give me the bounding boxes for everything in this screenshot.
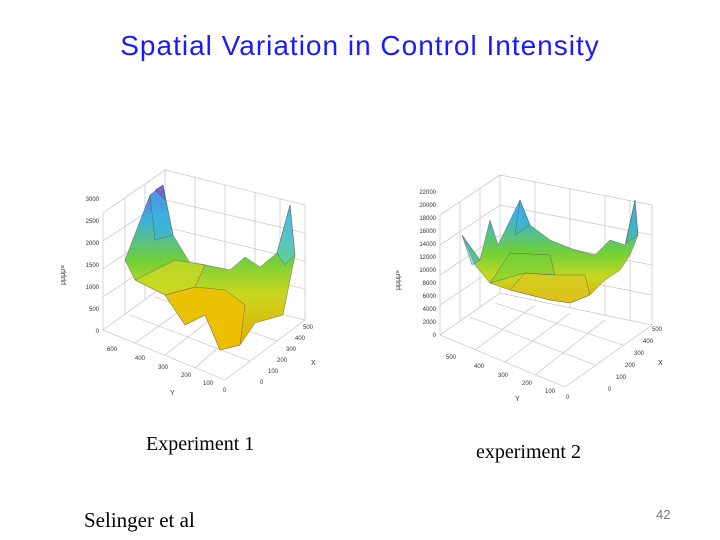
y-tick: 0 bbox=[223, 388, 227, 394]
z-tick: 1500 bbox=[86, 263, 100, 269]
author-credit: Selinger et al bbox=[84, 508, 195, 532]
x-tick: 400 bbox=[295, 336, 306, 342]
plot-2-y-label: Y bbox=[515, 396, 520, 403]
plot-1-z-ticks: 0 500 1000 1500 2000 2500 3000 bbox=[86, 197, 100, 335]
plot-2-surface bbox=[461, 199, 639, 304]
z-tick: 3000 bbox=[86, 197, 100, 203]
plot-2-y-ticks: 500 400 300 200 100 0 bbox=[446, 355, 570, 401]
surface-plot-experiment-1: 0 500 1000 1500 2000 2500 3000 μμμμ× 600… bbox=[55, 165, 325, 410]
plot-1-y-label: Y bbox=[170, 390, 175, 397]
y-tick: 0 bbox=[566, 395, 570, 401]
slide-title: Spatial Variation in Control Intensity bbox=[120, 30, 600, 61]
z-tick: 500 bbox=[89, 307, 100, 313]
plot-1-x-label: X bbox=[311, 360, 316, 367]
z-tick: 6000 bbox=[423, 294, 437, 300]
plot-1-x-ticks: 0 100 200 300 400 500 bbox=[260, 325, 314, 386]
z-tick: 12000 bbox=[419, 255, 436, 261]
z-tick: 22000 bbox=[419, 190, 436, 196]
y-tick: 200 bbox=[181, 373, 192, 379]
x-tick: 400 bbox=[643, 339, 654, 345]
x-tick: 500 bbox=[303, 325, 314, 331]
y-tick: 400 bbox=[135, 356, 146, 362]
plot-2-x-ticks: 0 100 200 300 400 500 bbox=[608, 327, 663, 393]
plot-1-z-label: μμμμ× bbox=[60, 265, 67, 285]
z-tick: 0 bbox=[433, 333, 437, 339]
x-tick: 100 bbox=[616, 375, 627, 381]
z-tick: 2500 bbox=[86, 219, 100, 225]
y-tick: 300 bbox=[498, 373, 509, 379]
page-number: 42 bbox=[656, 507, 671, 522]
y-tick: 100 bbox=[545, 389, 556, 395]
y-tick: 200 bbox=[522, 381, 533, 387]
caption-experiment-1: Experiment 1 bbox=[146, 433, 255, 455]
y-tick: 100 bbox=[203, 381, 214, 387]
x-tick: 500 bbox=[652, 327, 663, 333]
x-tick: 300 bbox=[286, 347, 297, 353]
x-tick: 0 bbox=[260, 380, 264, 386]
surface-plot-2-svg: 0 2000 4000 6000 8000 10000 12000 14000 … bbox=[395, 174, 663, 403]
plot-1-surface bbox=[124, 184, 296, 351]
x-tick: 200 bbox=[625, 363, 636, 369]
plot-2-z-ticks: 0 2000 4000 6000 8000 10000 12000 14000 … bbox=[419, 190, 436, 339]
z-tick: 1000 bbox=[86, 285, 100, 291]
z-tick: 2000 bbox=[86, 241, 100, 247]
plot-1-y-ticks: 600 400 300 200 100 0 bbox=[107, 347, 227, 394]
plot-2-x-label: X bbox=[658, 360, 663, 367]
surface-plot-experiment-2: 0 2000 4000 6000 8000 10000 12000 14000 … bbox=[390, 165, 670, 410]
z-tick: 0 bbox=[96, 329, 100, 335]
plot-2-z-label: μμμμ× bbox=[395, 270, 402, 290]
z-tick: 20000 bbox=[419, 203, 436, 209]
x-tick: 100 bbox=[268, 369, 279, 375]
y-tick: 300 bbox=[158, 365, 169, 371]
caption-experiment-2: experiment 2 bbox=[476, 441, 581, 463]
x-tick: 200 bbox=[277, 358, 288, 364]
z-tick: 2000 bbox=[423, 320, 437, 326]
y-tick: 600 bbox=[107, 347, 118, 353]
z-tick: 10000 bbox=[419, 268, 436, 274]
y-tick: 500 bbox=[446, 355, 457, 361]
y-tick: 400 bbox=[474, 364, 485, 370]
z-tick: 18000 bbox=[419, 216, 436, 222]
x-tick: 300 bbox=[634, 351, 645, 357]
surface-plot-1-svg: 0 500 1000 1500 2000 2500 3000 μμμμ× 600… bbox=[60, 169, 316, 397]
z-tick: 8000 bbox=[423, 281, 437, 287]
z-tick: 16000 bbox=[419, 229, 436, 235]
z-tick: 4000 bbox=[423, 307, 437, 313]
x-tick: 0 bbox=[608, 387, 612, 393]
z-tick: 14000 bbox=[419, 242, 436, 248]
